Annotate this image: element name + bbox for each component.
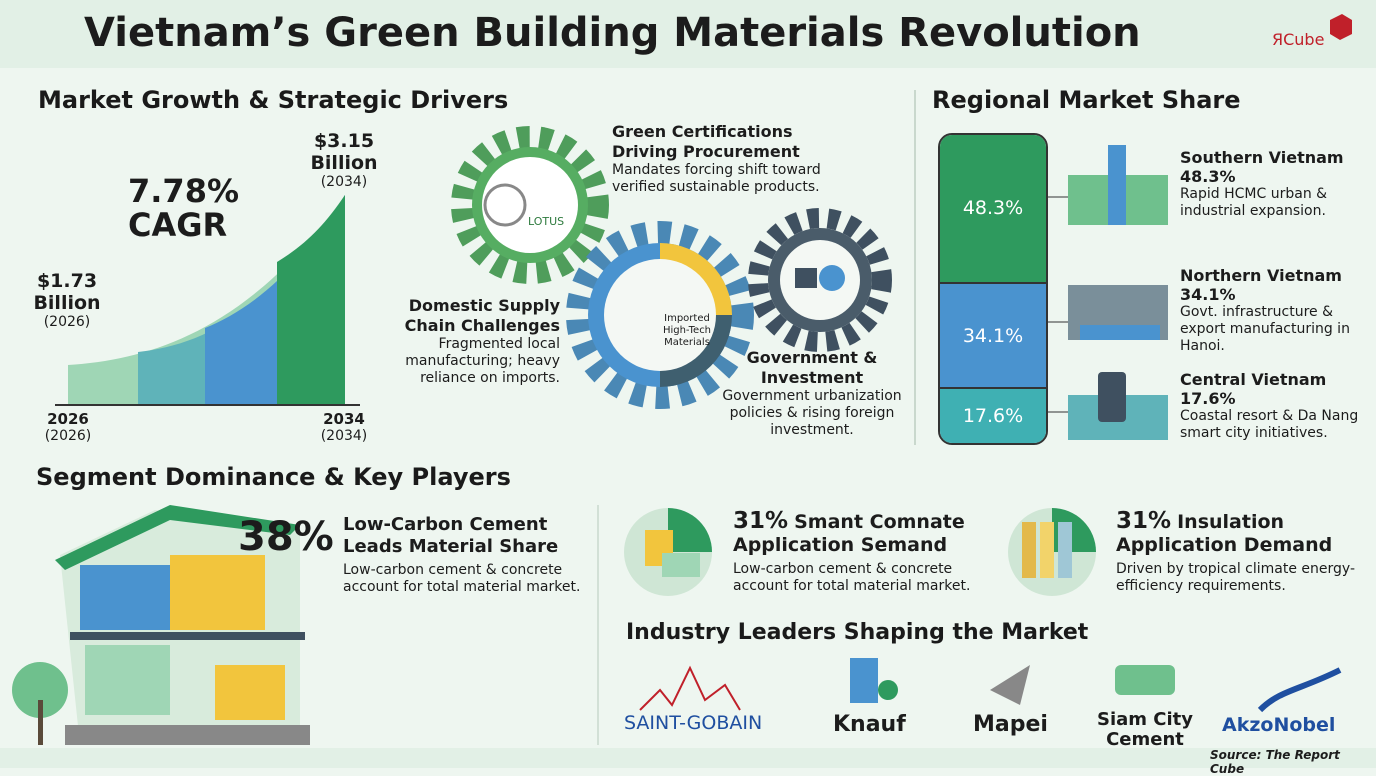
region-name: Southern Vietnam bbox=[1180, 148, 1344, 167]
share-segment: 17.6% bbox=[940, 387, 1046, 443]
region-share: 34.1% bbox=[1180, 285, 1236, 304]
sub: (2026) bbox=[44, 428, 92, 444]
company: SAINT-GOBAIN bbox=[624, 712, 763, 734]
driver: Government & Investment Government urban… bbox=[722, 348, 902, 439]
driver-title: Government & Investment bbox=[746, 348, 878, 387]
share-label: 17.6% bbox=[962, 405, 1024, 428]
value: $1.73 bbox=[36, 270, 98, 292]
section-title: Segment Dominance & Key Players bbox=[36, 463, 511, 491]
driver-text: Fragmented local manufacturing; heavy re… bbox=[405, 336, 560, 386]
card-title: Smant Comnate Application Semand bbox=[733, 511, 965, 556]
card: Low-Carbon Cement Leads Material Share L… bbox=[343, 514, 583, 596]
sub: (2034) bbox=[320, 428, 368, 444]
region-name: Northern Vietnam bbox=[1180, 266, 1342, 285]
end-value: $3.15 Billion (2034) bbox=[304, 130, 384, 190]
section-title: Regional Market Share bbox=[932, 86, 1241, 114]
driver-title: Green Certifications Driving Procurement bbox=[612, 122, 800, 161]
center-label: Imported High-Tech Materials bbox=[662, 313, 712, 348]
region: Central Vietnam 17.6% Coastal resort & Da … bbox=[1180, 370, 1370, 442]
year: 2034 bbox=[323, 410, 365, 428]
driver-text: Mandates forcing shift toward verified s… bbox=[612, 162, 821, 195]
region-share: 48.3% bbox=[1180, 167, 1236, 186]
company: Siam City Cement bbox=[1096, 709, 1194, 750]
driver: Domestic Supply Chain Challenges Fragmen… bbox=[395, 296, 560, 387]
card-title: Insulation Application Demand bbox=[1116, 511, 1333, 556]
axis-label: 2026 (2026) bbox=[40, 410, 96, 444]
company: AkzoNobel bbox=[1222, 714, 1336, 736]
driver-title: Domestic Supply Chain Challenges bbox=[404, 296, 560, 335]
card: 31% Insulation Application Demand Driven… bbox=[1116, 510, 1356, 595]
share-segment: 48.3% bbox=[940, 135, 1046, 282]
section-title: Industry Leaders Shaping the Market bbox=[626, 620, 1089, 645]
card-text: Driven by tropical climate energy-effici… bbox=[1116, 561, 1355, 594]
region-name: Central Vietnam bbox=[1180, 370, 1327, 389]
cagr-label: CAGR bbox=[128, 206, 228, 244]
section-title: Market Growth & Strategic Drivers bbox=[38, 86, 509, 114]
card-stat: 31% bbox=[1116, 508, 1172, 534]
year: (2026) bbox=[43, 314, 91, 330]
card-text: Low-carbon cement & concrete account for… bbox=[343, 562, 581, 595]
lotus-label: LOTUS bbox=[528, 215, 565, 228]
region-text: Govt. infrastructure & export manufactur… bbox=[1180, 304, 1350, 354]
card-title: Low-Carbon Cement Leads Material Share bbox=[343, 514, 559, 557]
year: 2026 bbox=[47, 410, 89, 428]
axis-label: 2034 (2034) bbox=[316, 410, 372, 444]
company: Knauf bbox=[833, 712, 906, 737]
region: Northern Vietnam 34.1% Govt. infrastructur… bbox=[1180, 266, 1370, 355]
value: $3.15 bbox=[313, 130, 375, 152]
card-stat: 38% bbox=[238, 514, 334, 560]
card-text: Low-carbon cement & concrete account for… bbox=[733, 561, 971, 594]
company: Mapei bbox=[973, 712, 1048, 737]
region-text: Rapid HCMC urban & industrial expansion. bbox=[1180, 186, 1328, 219]
card-stat: 31% bbox=[733, 508, 789, 534]
unit: Billion bbox=[33, 292, 101, 314]
share-segment: 34.1% bbox=[940, 281, 1046, 388]
card: 31% Smant Comnate Application Semand Low… bbox=[733, 510, 983, 595]
region: Southern Vietnam 48.3% Rapid HCMC urban & … bbox=[1180, 148, 1370, 220]
title: Vietnam’s Green Building Materials Revol… bbox=[84, 10, 1141, 56]
source: Source: The Report Cube bbox=[1210, 748, 1340, 776]
start-value: $1.73 Billion (2026) bbox=[30, 270, 104, 330]
region-share: 17.6% bbox=[1180, 389, 1236, 408]
share-label: 34.1% bbox=[962, 324, 1024, 347]
driver: Green Certifications Driving Procurement… bbox=[612, 122, 832, 196]
share-label: 48.3% bbox=[962, 197, 1024, 220]
driver-text: Government urbanization policies & risin… bbox=[722, 388, 902, 438]
logo: ЯCube bbox=[1272, 30, 1325, 49]
unit: Billion bbox=[310, 152, 378, 174]
year: (2034) bbox=[320, 174, 368, 190]
share-bar: 48.3% 34.1% 17.6% bbox=[938, 133, 1048, 445]
region-text: Coastal resort & Da Nang smart city init… bbox=[1180, 408, 1359, 441]
cagr: 7.78% bbox=[128, 172, 240, 210]
